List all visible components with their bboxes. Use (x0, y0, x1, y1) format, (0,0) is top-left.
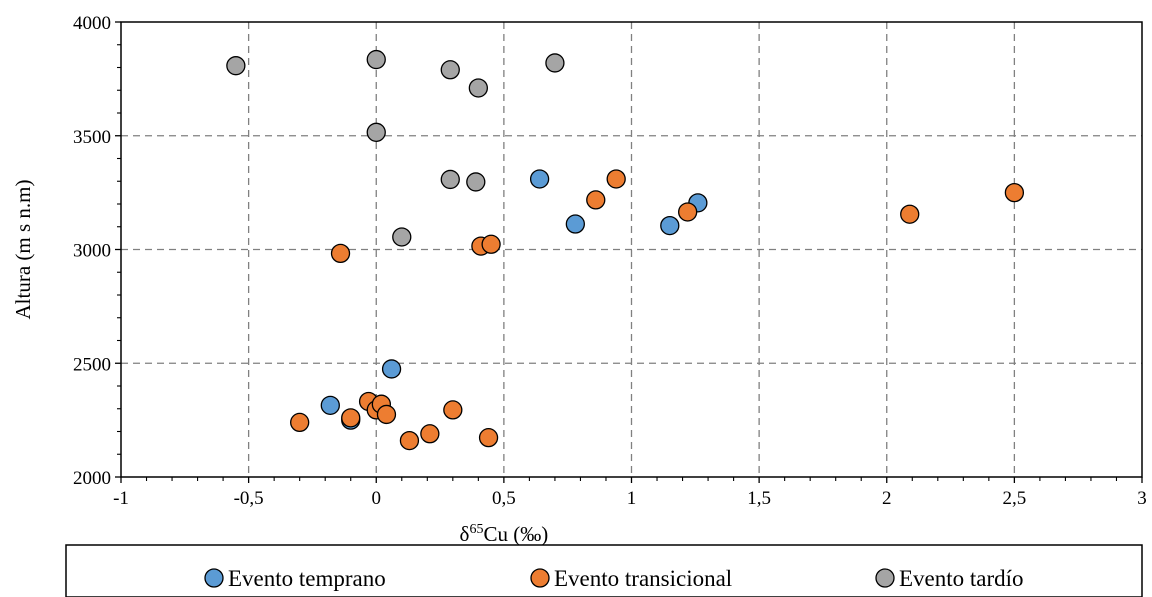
legend-item-tardio: Evento tardío (875, 566, 1024, 591)
data-point (376, 404, 397, 425)
data-point (545, 53, 565, 73)
data-point (420, 424, 440, 444)
y-tick-label: 2500 (73, 354, 111, 375)
data-point (900, 204, 920, 224)
data-point (366, 49, 386, 70)
data-point (341, 408, 361, 428)
x-tick-label: 0 (372, 488, 382, 509)
legend-marker-temprano (204, 568, 224, 588)
data-point (366, 122, 386, 142)
x-tick-label: -0,5 (234, 488, 264, 509)
grid-lines (121, 22, 1142, 477)
legend-label-tardio: Evento tardío (899, 566, 1024, 591)
legend-label-transicional: Evento transicional (554, 566, 732, 591)
data-points (226, 49, 1025, 451)
data-point (529, 169, 550, 189)
data-point (330, 243, 351, 264)
y-tick-label: 4000 (73, 13, 111, 34)
data-point (1004, 182, 1025, 203)
x-tick-label: -1 (113, 488, 129, 509)
x-tick-label: 3 (1137, 488, 1147, 509)
axes (115, 21, 1143, 483)
legend: Evento temprano Evento transicional Even… (65, 544, 1143, 597)
data-point (478, 427, 499, 448)
x-tick-label: 1 (627, 488, 637, 509)
data-point (290, 412, 310, 433)
data-point (586, 190, 606, 210)
data-point (466, 172, 486, 192)
legend-item-temprano: Evento temprano (204, 566, 386, 591)
x-tick-label: 2 (882, 488, 892, 509)
x-tick-label: 2,5 (1003, 488, 1027, 509)
x-axis-title-sup: 65 (469, 522, 483, 537)
legend-label-temprano: Evento temprano (228, 566, 386, 591)
y-tick-label: 3500 (73, 127, 111, 148)
x-axis-title-prefix: δ (460, 522, 470, 546)
legend-box (65, 544, 1143, 597)
x-tick-label: 1,5 (747, 488, 771, 509)
data-point (226, 56, 246, 76)
tick-labels: -1 -0,5 0 0,5 1 1,5 2 2,5 3 2000 2500 3000 3500 4000 (73, 13, 1147, 509)
data-point (678, 202, 698, 222)
y-tick-label: 3000 (73, 241, 111, 262)
data-point (468, 78, 489, 98)
x-axis-title-rest: Cu (‰) (483, 522, 548, 546)
data-point (565, 214, 585, 234)
data-point (440, 169, 460, 190)
data-point (660, 215, 680, 236)
data-point (392, 227, 412, 247)
legend-item-transicional: Evento transicional (530, 566, 732, 591)
data-point (481, 234, 501, 254)
data-point (443, 400, 463, 420)
y-axis-title: Altura (m s n.m) (11, 180, 35, 320)
legend-marker-transicional (530, 568, 550, 588)
legend-marker-tardio (875, 568, 895, 588)
series-2 (290, 169, 1025, 451)
data-point (399, 430, 420, 451)
series-3 (226, 49, 565, 247)
data-point (320, 395, 340, 415)
y-tick-label: 2000 (73, 468, 111, 489)
x-tick-label: 0,5 (492, 488, 516, 509)
data-point (381, 359, 402, 379)
x-axis-title: δ65Cu (‰) (460, 522, 549, 546)
data-point (606, 169, 626, 189)
data-point (440, 60, 460, 80)
